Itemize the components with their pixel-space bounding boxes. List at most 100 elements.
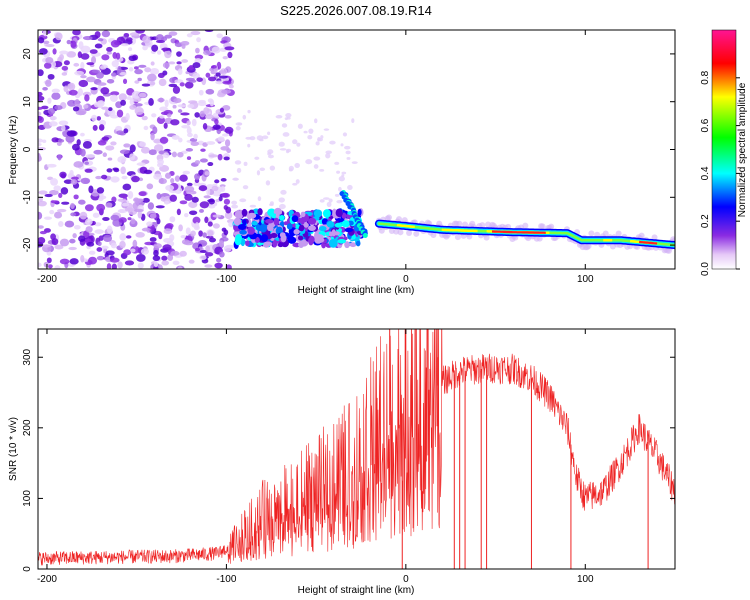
heatmap-noise-blob	[148, 149, 157, 156]
heatmap-noise-blob	[67, 83, 74, 89]
heatmap-onset-blob	[234, 236, 242, 246]
heatmap-noise-blob	[212, 124, 221, 130]
heatmap-noise-blob	[86, 241, 95, 247]
spectrogram-xlabel: Height of straight line (km)	[298, 285, 415, 296]
heatmap-onset-blob	[263, 241, 273, 247]
heatmap-faint-blob	[267, 131, 271, 136]
heatmap-noise-blob	[198, 89, 204, 96]
heatmap-noise-blob	[71, 176, 79, 180]
heatmap-tone-red	[492, 230, 546, 234]
heatmap-noise-blob	[194, 160, 201, 165]
heatmap-faint-blob	[269, 201, 274, 205]
heatmap-noise-blob	[70, 202, 75, 210]
heatmap-onset-blob	[297, 235, 304, 241]
heatmap-noise-blob	[50, 200, 60, 204]
heatmap-noise-blob	[192, 72, 200, 79]
heatmap-faint-blob	[282, 132, 290, 137]
heatmap-noise-blob	[208, 154, 219, 158]
heatmap-noise-blob	[80, 75, 87, 79]
heatmap-plot-area	[38, 30, 675, 269]
heatmap-noise-blob	[155, 34, 165, 42]
heatmap-noise-blob	[127, 217, 132, 221]
heatmap-noise-blob	[100, 87, 110, 95]
heatmap-noise-blob	[173, 97, 182, 104]
heatmap-noise-blob	[88, 185, 94, 194]
heatmap-faint-blob	[259, 167, 266, 172]
heatmap-onset-blob	[237, 224, 247, 231]
heatmap-noise-blob	[224, 211, 233, 220]
heatmap-noise-blob	[177, 151, 184, 158]
heatmap-noise-blob	[108, 107, 113, 112]
heatmap-noise-blob	[218, 75, 229, 79]
heatmap-noise-blob	[67, 99, 77, 107]
heatmap-noise-blob	[192, 62, 201, 69]
heatmap-noise-blob	[149, 68, 160, 75]
heatmap-noise-blob	[137, 262, 144, 269]
heatmap-onset-blob	[344, 241, 350, 249]
heatmap-noise-blob	[116, 109, 124, 118]
heatmap-noise-blob	[133, 197, 140, 203]
heatmap-noise-blob	[96, 203, 106, 212]
heatmap-onset-blob	[242, 219, 247, 226]
heatmap-noise-blob	[164, 34, 173, 39]
heatmap-noise-blob	[64, 220, 75, 228]
snr-xtick-label: -100	[216, 574, 236, 585]
heatmap-noise-blob	[50, 178, 59, 186]
heatmap-noise-blob	[110, 141, 117, 146]
colorbar-tick-label: 0.2	[700, 214, 711, 228]
heatmap-noise-blob	[38, 95, 45, 102]
heatmap-onset-blob	[270, 232, 278, 239]
heatmap-noise-blob	[130, 248, 136, 253]
heatmap-noise-blob	[221, 227, 227, 232]
heatmap-onset-blob	[247, 226, 255, 235]
heatmap-faint-blob	[308, 128, 314, 134]
heatmap-noise-blob	[118, 217, 127, 224]
heatmap-noise-blob	[193, 133, 198, 140]
heatmap-noise-blob	[186, 182, 193, 187]
heatmap-onset-blob	[265, 219, 274, 224]
heatmap-noise-blob	[221, 192, 231, 198]
heatmap-tone-halo	[602, 230, 609, 237]
heatmap-noise-blob	[148, 98, 154, 106]
heatmap-faint-blob	[303, 130, 308, 134]
snr-frame	[37, 328, 676, 570]
heatmap-noise-blob	[123, 32, 130, 38]
heatmap-faint-blob	[232, 177, 239, 181]
heatmap-noise-blob	[68, 246, 77, 251]
heatmap-noise-blob	[97, 140, 107, 146]
heatmap-noise-blob	[86, 62, 95, 66]
heatmap-noise-blob	[51, 88, 61, 93]
heatmap-noise-blob	[142, 197, 150, 203]
heatmap-noise-blob	[151, 44, 159, 52]
heatmap-noise-blob	[188, 201, 198, 209]
heatmap-faint-blob	[247, 143, 251, 148]
heatmap-noise-blob	[146, 73, 157, 82]
heatmap-noise-blob	[181, 43, 186, 49]
heatmap-noise-blob	[212, 223, 220, 229]
colorbar-tick-label: 0.8	[700, 70, 711, 84]
heatmap-noise-blob	[149, 213, 157, 219]
heatmap-faint-blob	[278, 203, 286, 210]
heatmap-noise-blob	[211, 65, 217, 69]
heatmap-noise-blob	[177, 266, 183, 269]
heatmap-noise-blob	[137, 210, 143, 219]
snr-ytick-label: 0	[22, 566, 33, 572]
heatmap-noise-blob	[130, 218, 136, 225]
heatmap-noise-blob	[97, 100, 105, 107]
heatmap-noise-blob	[139, 141, 147, 147]
heatmap-noise-blob	[125, 235, 132, 239]
heatmap-noise-blob	[103, 234, 113, 243]
heatmap-noise-blob	[192, 216, 201, 224]
heatmap-noise-blob	[91, 69, 101, 74]
heatmap-noise-blob	[55, 32, 63, 41]
heatmap-noise-blob	[122, 78, 128, 85]
heatmap-noise-blob	[96, 116, 102, 121]
heatmap-noise-blob	[207, 98, 214, 103]
heatmap-faint-blob	[315, 141, 320, 146]
heatmap-noise-blob	[45, 44, 55, 48]
heatmap-noise-blob	[59, 258, 70, 265]
heatmap-noise-blob	[181, 239, 190, 245]
heatmap-noise-blob	[222, 105, 231, 111]
heatmap-noise-blob	[117, 65, 122, 74]
heatmap-noise-blob	[76, 139, 81, 146]
